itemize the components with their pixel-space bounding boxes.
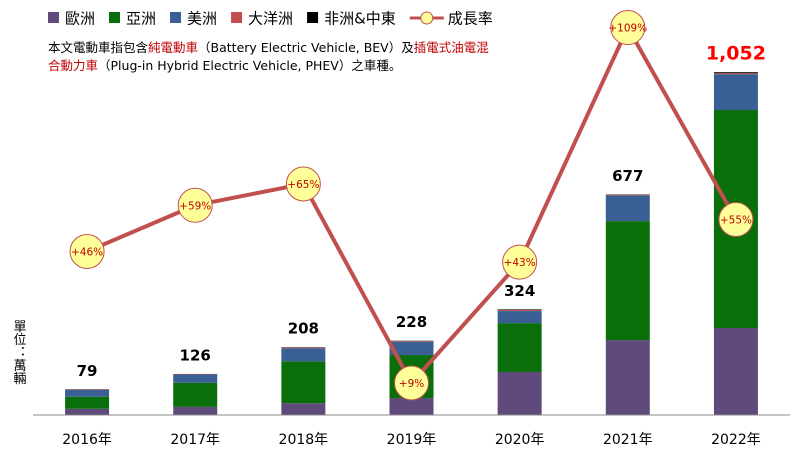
bar-segment — [605, 221, 650, 341]
legend-label: 美洲 — [187, 10, 217, 28]
bar-segment — [497, 323, 542, 372]
bar-segment — [605, 340, 650, 415]
growth-label: +59% — [179, 200, 211, 212]
bar-segment — [173, 374, 218, 383]
total-label: 208 — [288, 320, 319, 338]
legend-swatch — [170, 12, 182, 23]
note: 合動力車（Plug-in Hybrid Electric Vehicle, PH… — [48, 58, 401, 73]
bar-segment — [173, 406, 218, 415]
bar-segment — [497, 309, 542, 311]
total-label: 126 — [180, 346, 211, 364]
bar-segment — [389, 341, 434, 356]
growth-marker — [610, 10, 646, 46]
legend-swatch — [307, 12, 319, 23]
legend-swatch — [48, 12, 59, 23]
growth-marker — [285, 166, 321, 202]
x-tick-label: 2021年 — [603, 432, 653, 448]
x-tick-label: 2020年 — [495, 432, 545, 448]
total-label: 324 — [504, 282, 535, 300]
total-label: 677 — [612, 167, 643, 185]
bar-segment — [497, 311, 542, 324]
bar-segment — [65, 408, 110, 415]
growth-marker — [177, 187, 213, 223]
growth-marker — [69, 233, 105, 269]
legend-label: 非洲&中東 — [324, 10, 396, 28]
x-tick-label: 2022年 — [711, 432, 761, 448]
bar-segment — [281, 348, 326, 362]
growth-marker — [502, 244, 538, 280]
note-segment: 本文電動車指包含 — [48, 40, 149, 55]
growth-label: +65% — [287, 179, 319, 191]
growth-label: +55% — [720, 215, 752, 227]
legend-label: 成長率 — [448, 10, 493, 28]
x-tick-label: 2019年 — [387, 432, 437, 448]
bar-segment — [713, 328, 758, 415]
growth-label: +46% — [71, 246, 103, 258]
x-tick-label: 2018年 — [279, 432, 329, 448]
bar-segment — [713, 74, 758, 111]
legend-swatch — [231, 12, 243, 23]
bar-segment — [713, 73, 758, 75]
growth-marker — [394, 365, 429, 401]
bar-segment — [281, 347, 326, 349]
note-segment: 純電動車 — [148, 40, 198, 55]
legend-label: 歐洲 — [65, 10, 95, 28]
legend-swatch — [109, 12, 121, 23]
legend-label: 大洋洲 — [248, 10, 293, 28]
legend-marker — [420, 11, 434, 25]
total-label: 1,052 — [706, 43, 766, 65]
note-segment: （Battery Electric Vehicle, BEV）及 — [198, 40, 414, 55]
bar-segment — [713, 72, 758, 74]
growth-label: +43% — [504, 257, 536, 269]
bar-segment — [281, 403, 326, 415]
note: 本文電動車指包含純電動車（Battery Electric Vehicle, B… — [48, 40, 489, 55]
growth-label: +109% — [608, 23, 647, 35]
note-segment: 插電式油電混 — [414, 40, 490, 55]
total-label: 228 — [396, 313, 427, 331]
note-segment: 合動力車 — [48, 58, 98, 73]
bar-segment — [605, 194, 650, 196]
x-tick-label: 2016年 — [62, 432, 112, 448]
growth-marker — [718, 202, 754, 237]
bar-segment — [281, 361, 326, 404]
bar-segment — [65, 396, 110, 409]
note-segment: （Plug-in Hybrid Electric Vehicle, PHEV）之… — [98, 58, 401, 73]
total-label: 79 — [77, 362, 98, 380]
legend-label: 亞洲 — [126, 10, 156, 28]
bar-segment — [65, 389, 110, 397]
bar-segment — [497, 310, 542, 312]
bar-segment — [389, 398, 434, 415]
x-tick-label: 2017年 — [170, 432, 220, 448]
bar-segment — [389, 341, 434, 342]
bar-segment — [497, 371, 542, 415]
bar-segment — [173, 382, 218, 407]
bar-segment — [605, 195, 650, 222]
growth-label: +9% — [399, 378, 424, 390]
y-axis-label: 單位：萬輛 — [11, 320, 27, 386]
